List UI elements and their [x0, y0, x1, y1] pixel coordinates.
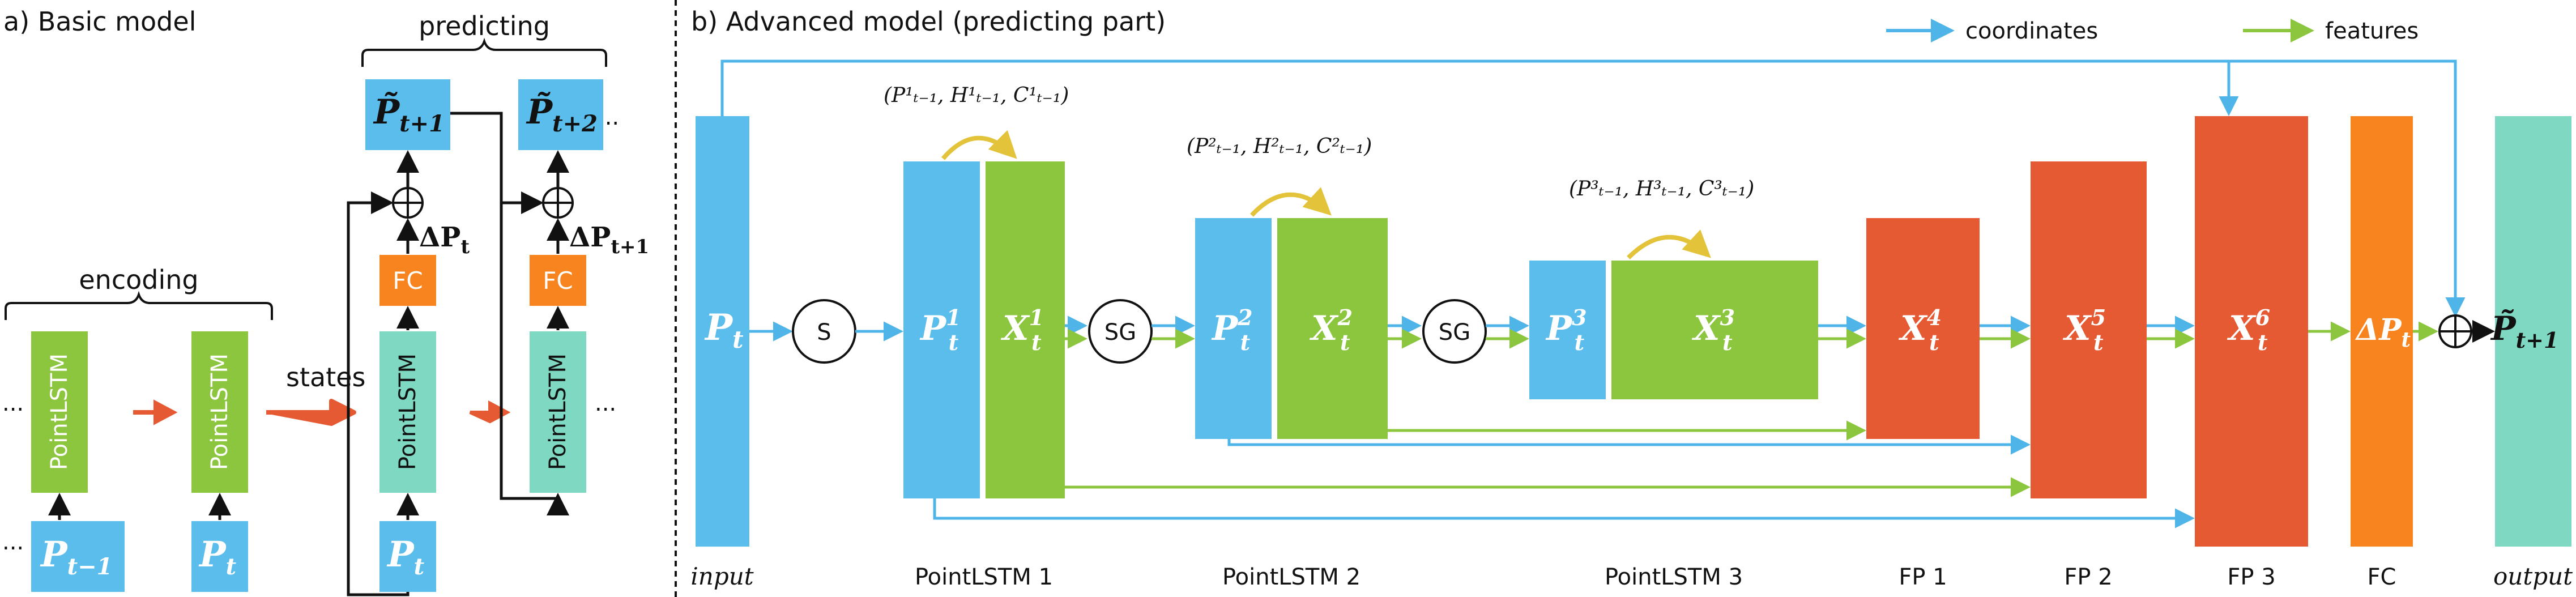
- lstm1-state: (P¹ₜ₋₁, H¹ₜ₋₁, C¹ₜ₋₁): [884, 84, 1069, 107]
- lstm1-x-block: [986, 161, 1065, 498]
- svg-text:X1t: X1 t: [1000, 305, 1044, 355]
- fp1-block: [1866, 218, 1980, 439]
- pointlstm-cell-1: [31, 331, 88, 493]
- fc-block: [2351, 116, 2413, 547]
- pointlstm-cell-4: [530, 331, 586, 493]
- label-fp-1: FP 1: [1899, 564, 1947, 590]
- predicting-brace: [361, 37, 607, 67]
- label-fp-3: FP 3: [2227, 564, 2275, 590]
- fc-box-1-label: FC: [393, 267, 423, 295]
- ellipsis-right: ...: [595, 390, 616, 416]
- svg-text:P2t: P2 t: [1211, 305, 1253, 355]
- panel-a-title: a) Basic model: [3, 6, 196, 37]
- svg-text:X5t: X5 t: [2062, 305, 2106, 355]
- red-arrow-1: [133, 399, 178, 425]
- panel-b: b) Advanced model (predicting part) coor…: [690, 6, 2573, 590]
- svg-text:P̃t+1: P̃t+1: [2490, 309, 2558, 353]
- pointlstm-cell-2-label: PointLSTM: [207, 353, 233, 470]
- sg-op-1: [1088, 299, 1153, 364]
- svg-text:P̃t+2: P̃t+2: [526, 92, 598, 137]
- ellipsis-bottom: ...: [2, 529, 24, 555]
- sg-op-2-label: SG: [1439, 319, 1470, 346]
- output-p-t-plus-2: [518, 79, 603, 150]
- fc-box-1: [379, 255, 436, 306]
- label-fc: FC: [2368, 564, 2396, 590]
- svg-text:X2t: X2 t: [1309, 305, 1353, 355]
- svg-text:Pt: Pt: [386, 534, 425, 580]
- output-p-t-plus-1: [365, 79, 450, 150]
- label-input: input: [690, 562, 753, 590]
- lstm3-x-block: [1611, 261, 1818, 399]
- input-block: [696, 116, 749, 547]
- input-p-t-pred: [379, 521, 436, 592]
- panel-b-title: b) Advanced model (predicting part): [691, 6, 1166, 37]
- label-pointlstm-1: PointLSTM 1: [915, 564, 1053, 590]
- fc-box-2: [530, 255, 586, 306]
- lstm2-state: (P²ₜ₋₁, H²ₜ₋₁, C²ₜ₋₁): [1187, 135, 1372, 158]
- label-pointlstm-3: PointLSTM 3: [1605, 564, 1743, 590]
- red-arrow-3: [469, 400, 511, 424]
- label-fp-2: FP 2: [2064, 564, 2112, 590]
- input-p-t-minus-1: [31, 521, 125, 592]
- fc-box-2-label: FC: [543, 267, 573, 295]
- pointlstm-cell-1-label: PointLSTM: [46, 353, 72, 470]
- legend-features-label: features: [2325, 18, 2419, 44]
- pointlstm-cell-4-label: PointLSTM: [545, 353, 571, 470]
- fp3-block: [2195, 116, 2308, 547]
- pointlstm-cell-3: [379, 331, 436, 493]
- fp2-block: [2031, 161, 2147, 498]
- pointlstm-cell-2: [191, 331, 248, 493]
- encoding-brace: [5, 291, 273, 320]
- svg-text:Pt: Pt: [704, 306, 744, 353]
- pointlstm-cell-3-label: PointLSTM: [395, 353, 421, 470]
- output-block: [2495, 116, 2571, 547]
- legend-coordinates-label: coordinates: [1965, 18, 2098, 44]
- svg-text:Pt−1: Pt−1: [40, 534, 112, 580]
- ellipsis-left: ...: [2, 390, 24, 416]
- lstm3-state: (P³ₜ₋₁, H³ₜ₋₁, C³ₜ₋₁): [1569, 177, 1754, 201]
- lstm3-p-block: [1529, 261, 1606, 399]
- input-p-t: [191, 521, 248, 592]
- delta-label-1: ΔPt: [419, 221, 470, 258]
- svg-text:P1t: P1 t: [919, 305, 961, 355]
- lstm2-p-block: [1195, 218, 1272, 439]
- svg-text:ΔPt: ΔPt: [2355, 313, 2411, 352]
- svg-text:P3t: P3 t: [1545, 305, 1587, 355]
- sampling-op-label: S: [817, 319, 831, 346]
- predicting-label: predicting: [419, 11, 550, 41]
- states-label: states: [286, 362, 366, 393]
- sg-op-2: [1422, 299, 1487, 364]
- lstm2-x-block: [1277, 218, 1388, 439]
- svg-text:X6t: X6 t: [2227, 305, 2270, 355]
- encoding-label: encoding: [79, 265, 198, 295]
- label-pointlstm-2: PointLSTM 2: [1222, 564, 1360, 590]
- label-output: output: [2493, 562, 2573, 590]
- panel-a: a) Basic model encoding predicting Point…: [2, 6, 649, 596]
- svg-text:Pt: Pt: [198, 534, 237, 580]
- delta-label-2: ΔPt+1: [569, 221, 649, 258]
- svg-text:X4t: X4 t: [1898, 305, 1942, 355]
- svg-text:X3t: X3 t: [1691, 305, 1735, 355]
- svg-text:P̃t+1: P̃t+1: [373, 92, 445, 137]
- lstm1-p-block: [903, 161, 980, 498]
- sg-op-1-label: SG: [1104, 319, 1136, 346]
